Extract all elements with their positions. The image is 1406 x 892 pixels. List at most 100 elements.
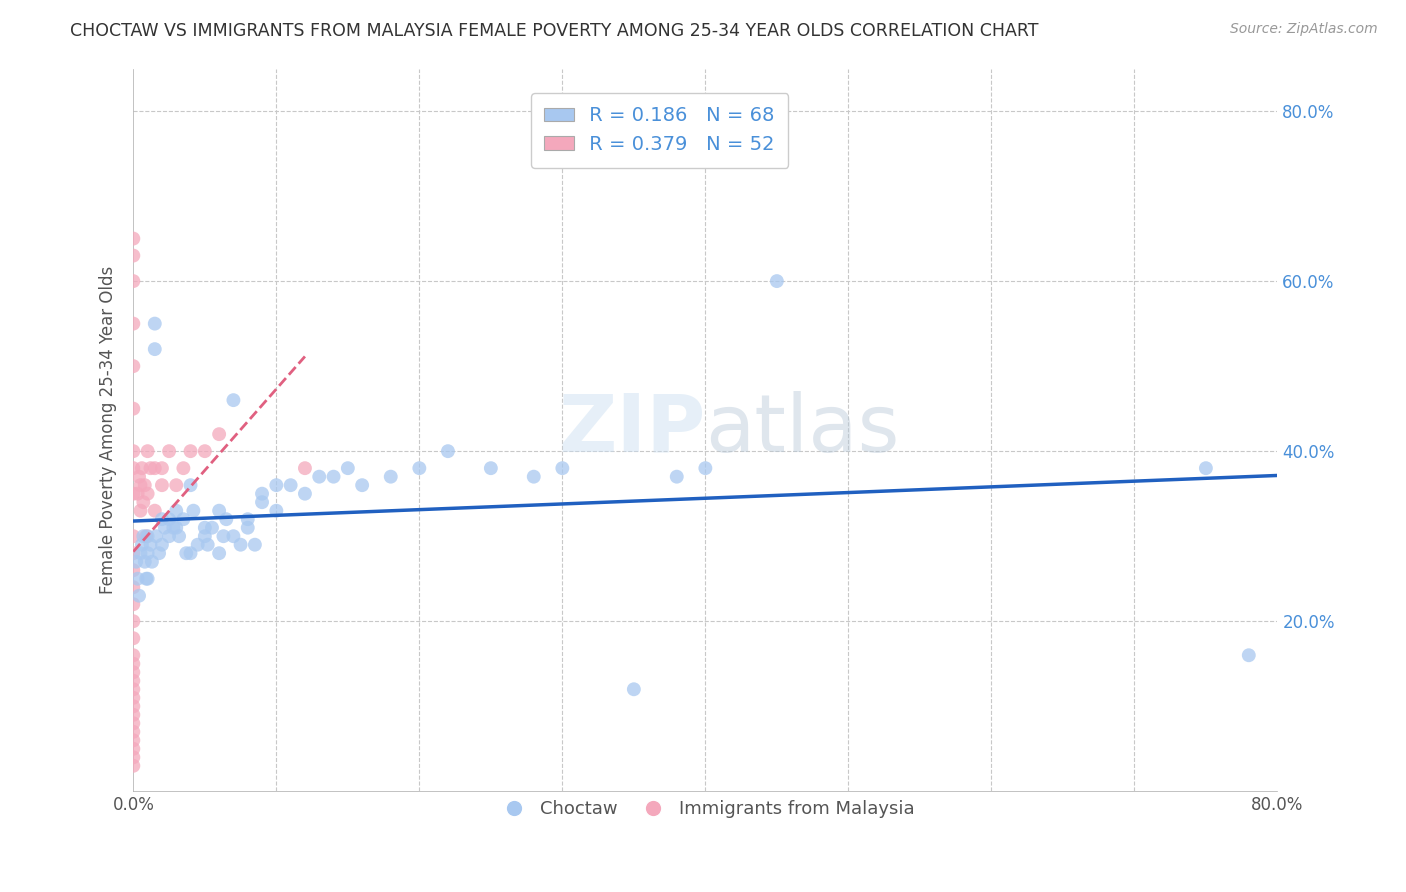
Point — [132, 529, 155, 543]
Point — [479, 461, 502, 475]
Point — [143, 342, 166, 356]
Text: CHOCTAW VS IMMIGRANTS FROM MALAYSIA FEMALE POVERTY AMONG 25-34 YEAR OLDS CORRELA: CHOCTAW VS IMMIGRANTS FROM MALAYSIA FEMA… — [70, 22, 1039, 40]
Point — [294, 461, 316, 475]
Point — [122, 614, 145, 628]
Text: atlas: atlas — [706, 391, 900, 469]
Point — [122, 401, 145, 416]
Point — [1195, 461, 1218, 475]
Point — [322, 469, 344, 483]
Point — [128, 589, 150, 603]
Point — [122, 444, 145, 458]
Point — [135, 572, 157, 586]
Point — [165, 504, 187, 518]
Point — [201, 521, 224, 535]
Point — [122, 486, 145, 500]
Point — [250, 486, 273, 500]
Point — [136, 486, 159, 500]
Point — [122, 597, 145, 611]
Point — [141, 555, 163, 569]
Point — [143, 317, 166, 331]
Point — [157, 444, 180, 458]
Legend: Choctaw, Immigrants from Malaysia: Choctaw, Immigrants from Malaysia — [489, 793, 921, 826]
Point — [236, 512, 259, 526]
Point — [243, 538, 266, 552]
Point — [157, 512, 180, 526]
Point — [162, 521, 184, 535]
Text: Source: ZipAtlas.com: Source: ZipAtlas.com — [1230, 22, 1378, 37]
Text: ZIP: ZIP — [558, 391, 706, 469]
Point — [129, 504, 152, 518]
Point — [136, 444, 159, 458]
Point — [208, 504, 231, 518]
Point — [122, 759, 145, 773]
Point — [122, 682, 145, 697]
Point — [122, 699, 145, 714]
Point — [551, 461, 574, 475]
Point — [187, 538, 209, 552]
Point — [229, 538, 252, 552]
Point — [134, 555, 156, 569]
Point — [122, 750, 145, 764]
Point — [208, 546, 231, 560]
Point — [150, 538, 173, 552]
Point — [129, 546, 152, 560]
Point — [122, 673, 145, 688]
Point — [139, 461, 162, 475]
Point — [197, 538, 219, 552]
Point — [122, 716, 145, 731]
Point — [623, 682, 645, 697]
Point — [122, 741, 145, 756]
Point — [150, 461, 173, 475]
Point — [266, 478, 288, 492]
Point — [222, 393, 245, 408]
Point — [145, 529, 167, 543]
Point — [336, 461, 359, 475]
Point — [172, 512, 194, 526]
Point — [122, 690, 145, 705]
Point — [250, 495, 273, 509]
Point — [150, 512, 173, 526]
Point — [148, 546, 170, 560]
Point — [167, 529, 190, 543]
Point — [380, 469, 402, 483]
Point — [122, 657, 145, 671]
Point — [122, 231, 145, 245]
Point — [132, 495, 155, 509]
Point — [122, 563, 145, 577]
Point — [122, 529, 145, 543]
Point — [122, 359, 145, 373]
Point — [127, 486, 149, 500]
Point — [134, 478, 156, 492]
Point — [122, 707, 145, 722]
Point — [236, 521, 259, 535]
Point — [128, 469, 150, 483]
Point — [208, 427, 231, 442]
Point — [122, 249, 145, 263]
Point — [136, 572, 159, 586]
Point — [122, 632, 145, 646]
Point — [165, 478, 187, 492]
Y-axis label: Female Poverty Among 25-34 Year Olds: Female Poverty Among 25-34 Year Olds — [100, 266, 117, 594]
Point — [122, 546, 145, 560]
Point — [174, 546, 197, 560]
Point — [122, 733, 145, 747]
Point — [139, 538, 162, 552]
Point — [165, 521, 187, 535]
Point — [122, 724, 145, 739]
Point — [180, 546, 202, 560]
Point — [125, 555, 148, 569]
Point — [194, 444, 217, 458]
Point — [294, 486, 316, 500]
Point — [280, 478, 302, 492]
Point — [308, 469, 330, 483]
Point — [183, 504, 205, 518]
Point — [212, 529, 235, 543]
Point — [143, 504, 166, 518]
Point — [122, 274, 145, 288]
Point — [215, 512, 238, 526]
Point — [122, 665, 145, 680]
Point — [136, 529, 159, 543]
Point — [131, 461, 153, 475]
Point — [437, 444, 460, 458]
Point — [122, 648, 145, 663]
